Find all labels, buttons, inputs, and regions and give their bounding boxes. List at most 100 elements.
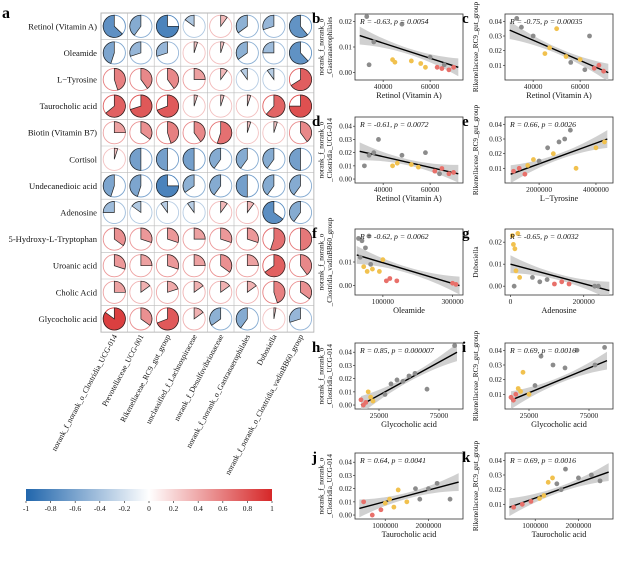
panel-label-d: d [312, 114, 321, 130]
pie-slice [262, 147, 275, 169]
x-tick-label: 0 [509, 297, 513, 306]
y-tick-label: 0.04 [339, 122, 352, 131]
y-axis-label: _Gastranaerophilales [326, 16, 334, 78]
data-point [582, 67, 588, 73]
data-point [417, 496, 423, 502]
data-point [509, 233, 515, 239]
data-point [366, 152, 372, 158]
pie-slice [262, 201, 284, 224]
y-axis-label: Rikenellaceae_RC9_gut_group [472, 1, 480, 92]
y-axis-label: norank_f_norank_o [318, 347, 326, 404]
data-point [514, 16, 520, 21]
data-point [434, 480, 440, 486]
y-tick-label: 0.01 [339, 387, 352, 396]
y-tick-label: 0.03 [489, 32, 502, 41]
data-point [424, 386, 430, 392]
pie-slice [193, 41, 198, 54]
y-tick-label: 0.02 [489, 485, 502, 494]
colorbar-tick-label: -0.4 [94, 504, 106, 513]
pie-slice [220, 68, 228, 81]
data-point [364, 269, 370, 274]
data-point [412, 370, 418, 376]
y-tick-label: 0.02 [339, 374, 352, 383]
regression-line [359, 481, 459, 510]
data-point [376, 137, 381, 142]
panel-label-f: f [312, 226, 318, 242]
data-point [400, 378, 406, 384]
y-tick-label: 0.01 [489, 260, 502, 269]
data-point [382, 500, 388, 506]
pie-slice [235, 307, 248, 329]
data-point [530, 275, 535, 280]
data-point [567, 127, 573, 133]
pie-slice [289, 94, 312, 118]
data-point [511, 397, 516, 403]
scatter-panel-i: i R = 0.69, p = 0.0016 25000 75000 0.01 0.02 0… [462, 330, 614, 429]
regression-line [360, 351, 458, 406]
data-point [388, 381, 394, 387]
colorbar-tick-label: 0.2 [169, 504, 179, 513]
data-point [423, 150, 428, 156]
data-point [453, 281, 459, 287]
pie-slice [156, 307, 179, 331]
data-point [371, 150, 377, 156]
data-point [541, 493, 547, 498]
x-tick-label: 25000 [370, 411, 389, 420]
data-point [387, 276, 393, 281]
panel-label-g: g [462, 226, 470, 242]
pie-slice [235, 14, 248, 34]
data-point [365, 389, 371, 395]
y-tick-label: 0.01 [489, 390, 502, 399]
data-point [597, 478, 603, 484]
pie-slice [209, 174, 222, 196]
x-axis-label: Retinol (Vitamin A) [376, 194, 442, 203]
data-point [382, 392, 388, 397]
row-label: Oleamide [64, 48, 98, 58]
data-point [511, 168, 516, 174]
y-tick-label: 0.04 [489, 120, 502, 129]
data-point [589, 472, 594, 478]
data-point [558, 487, 564, 493]
data-point [601, 68, 607, 74]
pie-slice [220, 94, 225, 107]
pie-slice [300, 121, 312, 143]
y-tick-label: 0.01 [339, 497, 352, 506]
data-point [446, 67, 452, 73]
data-point [399, 21, 405, 27]
column-label: Dubosiella [255, 332, 279, 367]
pie-slice [235, 147, 248, 169]
y-tick-label: 0.04 [489, 346, 502, 355]
data-point [574, 347, 580, 353]
y-axis-label: norank_f_norank_o [318, 18, 326, 75]
stat-label: R = -0.61, p = 0.0072 [359, 120, 429, 129]
data-point [538, 353, 544, 359]
data-point [519, 24, 524, 30]
y-tick-label: 0.04 [489, 456, 502, 465]
data-point [563, 54, 569, 59]
x-tick-label: 40000 [374, 82, 393, 91]
stat-label: R = 0.66, p = 0.0026 [509, 120, 576, 129]
pie-slice [273, 121, 278, 133]
data-point [427, 54, 433, 60]
scatter-panel-c: c R = -0.75, p = 0.00035 40000 60000 0.01 0.0… [462, 1, 614, 100]
pie-slice [140, 227, 153, 243]
data-point [602, 139, 607, 145]
data-point [451, 170, 457, 175]
pie-slice [246, 254, 259, 267]
data-point [511, 283, 517, 289]
data-point [437, 171, 442, 177]
y-tick-label: 0.03 [339, 361, 352, 370]
y-tick-label: 0.00 [339, 68, 352, 77]
data-point [366, 62, 372, 68]
x-tick-label: 25000 [520, 411, 539, 420]
y-tick-label: 0.02 [489, 149, 502, 158]
row-label: Taurocholic acid [40, 101, 98, 111]
regression-line [356, 254, 460, 287]
panel-label-b: b [312, 11, 320, 27]
x-axis-label: L−Tyrosine [540, 194, 579, 203]
pie-slice [209, 307, 222, 326]
data-point [545, 145, 551, 151]
row-label: L−Tyrosine [57, 75, 97, 85]
pie-slice [140, 280, 151, 293]
pie-slice [246, 227, 259, 243]
